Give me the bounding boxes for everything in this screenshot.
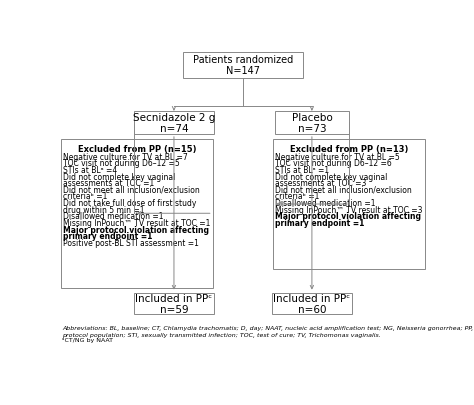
Text: Did not meet all inclusion/exclusion: Did not meet all inclusion/exclusion (63, 185, 200, 194)
Bar (134, 293, 214, 314)
Text: Missing InPouch™ TV result at TOC =1: Missing InPouch™ TV result at TOC =1 (63, 218, 210, 227)
Bar (61, 139, 213, 288)
Bar (275, 112, 349, 134)
Text: Excluded from PP (n=13): Excluded from PP (n=13) (290, 145, 408, 153)
Text: Secnidazole 2 g
n=74: Secnidazole 2 g n=74 (133, 112, 215, 134)
Text: Disallowed medication =1: Disallowed medication =1 (63, 212, 164, 221)
Text: ᵃCT/NG by NAAT: ᵃCT/NG by NAAT (63, 337, 113, 342)
Text: Negative culture for TV at BL =7: Negative culture for TV at BL =7 (63, 152, 188, 161)
Text: criteriaᵇ =1: criteriaᵇ =1 (275, 192, 320, 201)
Text: Major protocol violation affecting: Major protocol violation affecting (63, 225, 209, 234)
Text: Major protocol violation affecting: Major protocol violation affecting (275, 212, 421, 221)
Text: Disallowed medication =1: Disallowed medication =1 (275, 198, 376, 207)
Text: Included in PPᶜ
n=59: Included in PPᶜ n=59 (136, 293, 212, 314)
Text: Missing InPouch™ TV result at TOC =3: Missing InPouch™ TV result at TOC =3 (275, 205, 423, 214)
Text: Did not complete key vaginal: Did not complete key vaginal (275, 172, 388, 181)
Text: assessments at TOC =3: assessments at TOC =3 (275, 179, 367, 188)
Text: Abbreviations: BL, baseline; CT, Chlamydia trachomatis; D, day; NAAT, nucleic ac: Abbreviations: BL, baseline; CT, Chlamyd… (63, 325, 474, 337)
Bar (273, 139, 425, 270)
Text: Placebo
n=73: Placebo n=73 (292, 112, 332, 134)
Text: drug within 5 min =1: drug within 5 min =1 (63, 205, 145, 214)
Text: STIs at BLᵃ =1: STIs at BLᵃ =1 (275, 166, 329, 175)
Text: Patients randomized
N=147: Patients randomized N=147 (193, 55, 293, 76)
Bar (134, 112, 214, 134)
Text: Did not complete key vaginal: Did not complete key vaginal (63, 172, 175, 181)
Text: primary endpoint =1: primary endpoint =1 (63, 232, 153, 241)
Text: TOC visit not during D6–12 =6: TOC visit not during D6–12 =6 (275, 159, 392, 168)
Text: Included in PPᶜ
n=60: Included in PPᶜ n=60 (273, 293, 350, 314)
Text: Negative culture for TV at BL =5: Negative culture for TV at BL =5 (275, 152, 400, 161)
Text: TOC visit not during D6–12 =5: TOC visit not during D6–12 =5 (63, 159, 180, 168)
Text: criteriaᵇ =1: criteriaᵇ =1 (63, 192, 108, 201)
Text: Did not meet all inclusion/exclusion: Did not meet all inclusion/exclusion (275, 185, 412, 194)
Bar (272, 293, 352, 314)
Text: Excluded from PP (n=15): Excluded from PP (n=15) (78, 145, 196, 153)
Text: assessments at TOC =1: assessments at TOC =1 (63, 179, 155, 188)
Text: primary endpoint =1: primary endpoint =1 (275, 218, 365, 227)
Text: Did not take full dose of first study: Did not take full dose of first study (63, 198, 197, 207)
Bar (183, 52, 302, 79)
Text: Positive post-BL STI assessment =1: Positive post-BL STI assessment =1 (63, 238, 199, 247)
Text: STIs at BLᵃ =4: STIs at BLᵃ =4 (63, 166, 118, 175)
